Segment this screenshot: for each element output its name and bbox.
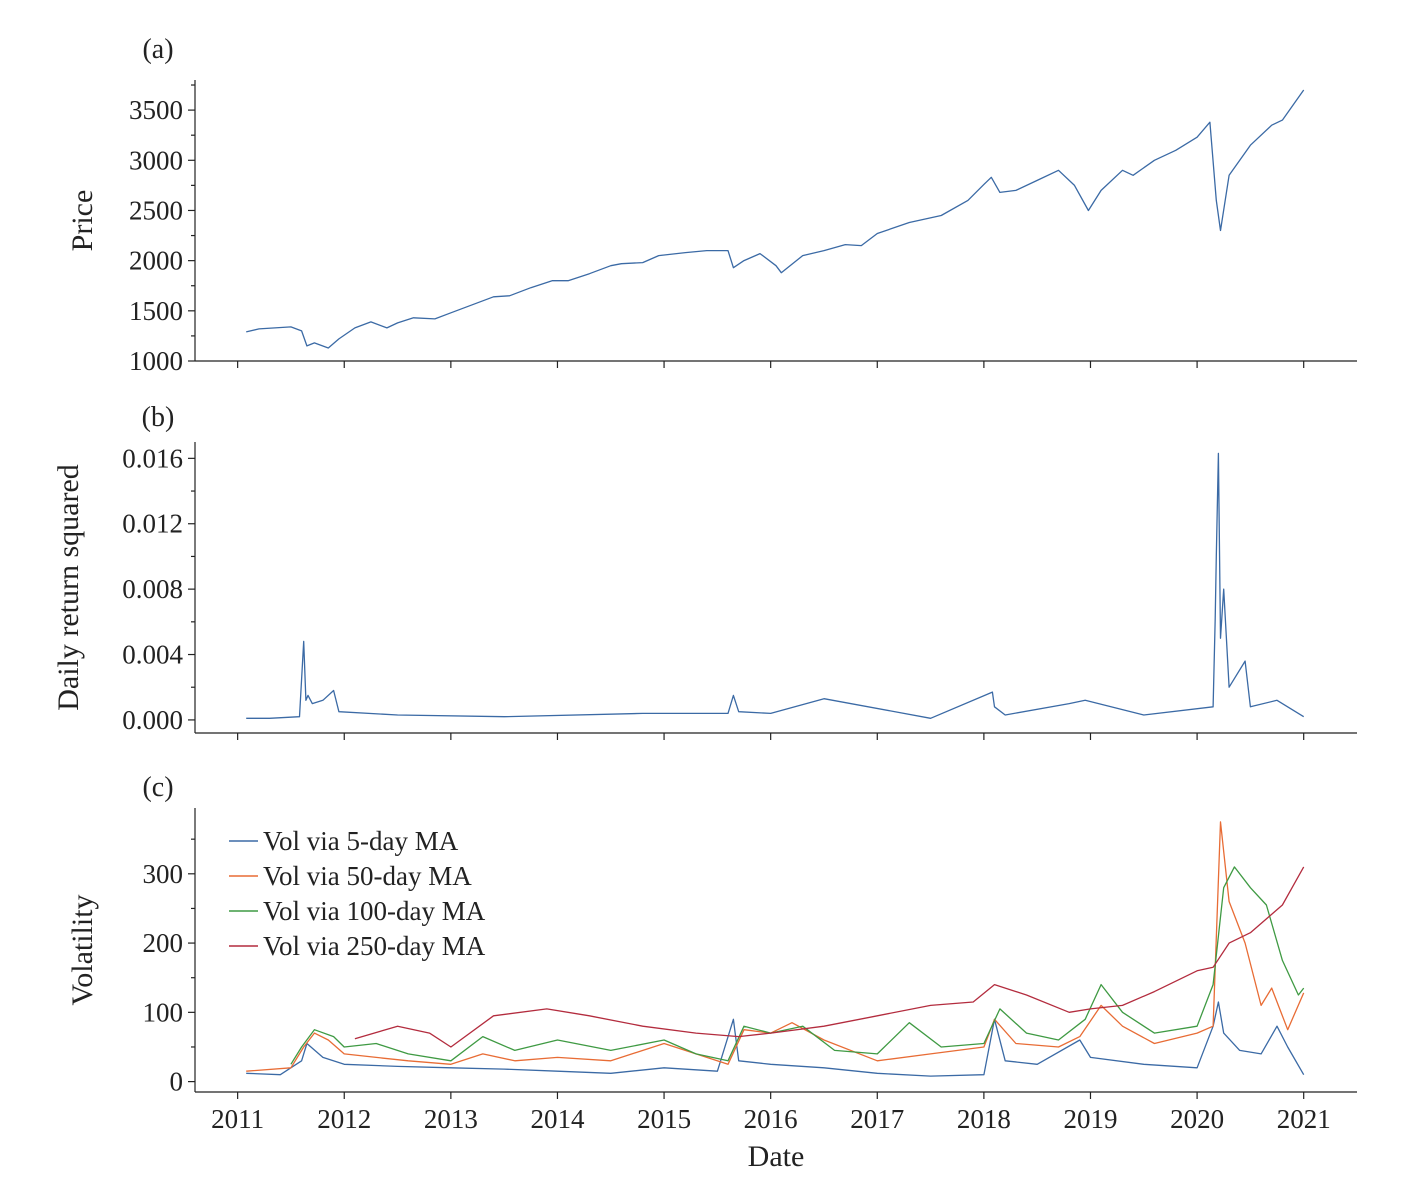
y-tick-label: 0.004	[122, 640, 183, 670]
x-tick-label: 2019	[1063, 1104, 1117, 1134]
y-tick-label: 0.000	[122, 705, 183, 735]
y-axis-title: Daily return squared	[52, 464, 85, 711]
y-tick-label: 2500	[129, 195, 183, 225]
legend-entry: Vol via 250-day MA	[263, 931, 486, 961]
y-tick-label: 0.012	[122, 509, 183, 539]
series-line-0	[246, 1001, 1305, 1077]
x-tick-label: 2014	[530, 1104, 585, 1134]
volatility-panel: (c) 0 100 200 300 2011 2012 2013 2014 2015 2016 201…	[66, 772, 1357, 1173]
y-tick-label: 200	[143, 928, 184, 958]
y-tick-label: 1000	[129, 346, 183, 376]
series-line-3	[354, 866, 1305, 1048]
series-line-0	[246, 89, 1305, 349]
series-line-2	[290, 866, 1305, 1065]
x-tick-label: 2012	[317, 1104, 371, 1134]
series-line-0	[246, 452, 1305, 719]
x-tick-label: 2015	[637, 1104, 691, 1134]
x-tick-label: 2016	[744, 1104, 798, 1134]
price-panel: (a) 1000 1500 2000 2500 3000 3500 Price	[66, 34, 1357, 376]
series-line-1	[246, 821, 1305, 1072]
y-tick-label: 100	[143, 997, 184, 1027]
legend-entry: Vol via 5-day MA	[263, 826, 459, 856]
y-tick-label: 300	[143, 859, 184, 889]
panel-label: (a)	[142, 34, 173, 65]
y-axis-title: Volatility	[66, 894, 99, 1005]
squared-return-panel: (b) 0.000 0.004 0.008 0.012 0.016 Daily return…	[52, 402, 1357, 740]
legend-entry: Vol via 100-day MA	[263, 896, 486, 926]
x-tick-label: 2021	[1277, 1104, 1331, 1134]
panel-label: (c)	[142, 772, 173, 803]
y-tick-label: 2000	[129, 246, 183, 276]
panel-label: (b)	[142, 402, 175, 433]
y-tick-label: 0	[170, 1067, 184, 1097]
x-tick-label: 2018	[957, 1104, 1011, 1134]
legend-entry: Vol via 50-day MA	[263, 861, 472, 891]
y-tick-label: 0.016	[122, 443, 183, 473]
x-tick-label: 2020	[1170, 1104, 1224, 1134]
x-axis-title: Date	[748, 1140, 805, 1173]
y-tick-label: 3500	[129, 95, 183, 125]
y-tick-label: 0.008	[122, 574, 183, 604]
x-tick-label: 2017	[850, 1104, 904, 1134]
y-tick-label: 1500	[129, 296, 183, 326]
y-axis-title: Price	[66, 190, 99, 252]
x-tick-label: 2013	[424, 1104, 478, 1134]
y-tick-label: 3000	[129, 145, 183, 175]
x-tick-label: 2011	[211, 1104, 264, 1134]
